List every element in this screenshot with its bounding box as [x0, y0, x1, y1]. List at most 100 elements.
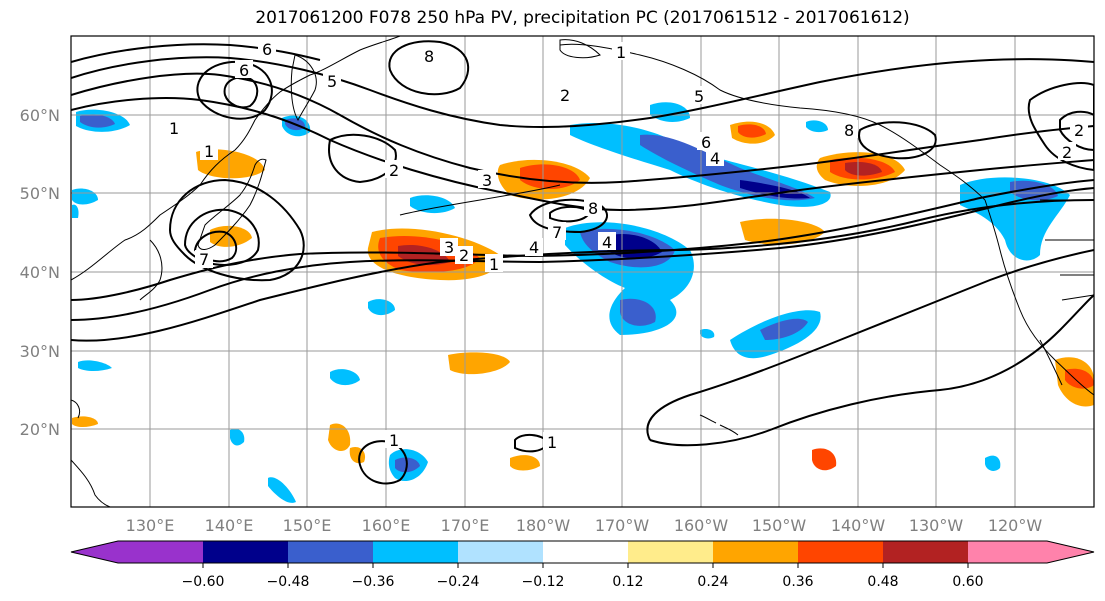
lon-label: 140°W — [831, 516, 886, 535]
contour-label: 8 — [844, 121, 854, 140]
pv-contour — [858, 121, 937, 160]
contour-label: 1 — [489, 255, 499, 274]
precip-patch — [738, 124, 766, 138]
precip-patch — [330, 369, 360, 386]
pv-contour — [71, 72, 1094, 184]
coastline-asia — [71, 36, 401, 281]
lon-label: 160°W — [674, 516, 729, 535]
precip-patch — [268, 477, 296, 503]
colorbar-tick-label: 0.60 — [952, 574, 983, 590]
colorbar-swatch — [458, 541, 543, 563]
lon-label: 170°E — [441, 516, 490, 535]
precip-patch — [740, 218, 825, 245]
colorbar-tick-label: −0.60 — [182, 574, 225, 590]
latitude-labels: 60°N 50°N 40°N 30°N 20°N — [20, 106, 60, 439]
contour-label: 3 — [444, 238, 454, 257]
pv-contour — [646, 249, 1094, 441]
contour-label: 8 — [588, 199, 598, 218]
coastline-na-west — [984, 199, 1094, 396]
lon-label: 170°W — [595, 516, 650, 535]
contour-label: 2 — [1062, 143, 1072, 162]
contour-label: 1 — [204, 142, 214, 161]
precip-patch — [410, 195, 455, 214]
coastline-philippines — [71, 459, 111, 507]
pv-contour — [196, 60, 273, 120]
pv-contour — [358, 440, 408, 485]
contour-label: 8 — [424, 47, 434, 66]
pv-contour — [193, 230, 238, 263]
precip-patch — [845, 162, 882, 176]
lat-label: 40°N — [20, 263, 60, 282]
precip-patch — [78, 360, 112, 371]
contour-label: 1 — [616, 43, 626, 62]
contour-label: 6 — [701, 133, 711, 152]
colorbar-tick-label: −0.12 — [522, 574, 565, 590]
coastline-taiwan — [71, 399, 81, 419]
lon-label: 140°E — [205, 516, 254, 535]
lon-label: 130°W — [909, 516, 964, 535]
contour-label: 2 — [1074, 121, 1084, 140]
contour-label: 1 — [389, 431, 399, 450]
precip-patch — [700, 328, 715, 339]
lat-label: 30°N — [20, 342, 60, 361]
figure-title: 2017061200 F078 250 hPa PV, precipitatio… — [255, 8, 910, 28]
lon-label: 150°E — [283, 516, 332, 535]
colorbar-tick-label: −0.36 — [352, 574, 395, 590]
precip-patch — [985, 455, 1001, 471]
lat-label: 20°N — [20, 420, 60, 439]
colorbar-swatch — [628, 541, 713, 563]
contour-label: 2 — [459, 246, 469, 265]
coastline-japan — [197, 158, 267, 250]
colorbar-swatch — [543, 541, 628, 563]
pv-contour — [223, 76, 259, 109]
coastline-hawaii — [699, 414, 739, 436]
longitude-labels: 130°E 140°E 150°E 160°E 170°E 180°W 170°… — [126, 516, 1043, 535]
colorbar-tick-label: −0.24 — [437, 574, 480, 590]
map-content: 6 5 2 1 8 7 4 3 2 1 2 6 4 8 3 2 1 6 5 4 … — [71, 36, 1094, 507]
precip-patch — [230, 428, 245, 446]
precip-patch — [740, 180, 810, 199]
lon-label: 180°W — [516, 516, 571, 535]
pv-contour — [71, 199, 1094, 342]
contour-label: 3 — [482, 171, 492, 190]
precip-patch — [368, 299, 395, 316]
precip-patch — [328, 423, 351, 452]
coastline-aleutians — [399, 184, 561, 216]
contour-labels: 6 5 2 1 8 7 4 3 2 1 2 6 4 8 3 2 1 6 5 4 … — [165, 40, 1088, 452]
pv-contour — [71, 187, 1094, 321]
contour-label: 4 — [710, 149, 720, 168]
lon-label: 150°W — [752, 516, 807, 535]
precip-patch — [80, 114, 115, 128]
colorbar: −0.60 −0.48 −0.36 −0.24 −0.12 0.12 0.24 … — [70, 540, 1095, 590]
coastline-arctic-island — [559, 39, 601, 59]
coastline-baja — [1039, 339, 1063, 386]
lon-label: 160°E — [362, 516, 411, 535]
colorbar-outline — [70, 540, 1095, 564]
lon-label: 120°W — [988, 516, 1043, 535]
contour-label: 7 — [552, 223, 562, 242]
pv-contour — [71, 97, 1094, 212]
precip-patch — [760, 318, 808, 340]
precip-patch — [72, 416, 98, 427]
contour-label: 7 — [199, 250, 209, 269]
coastline-korea — [139, 239, 163, 301]
pv-contour — [388, 40, 470, 96]
colorbar-swatch — [968, 541, 1047, 563]
contour-label: 4 — [602, 233, 612, 252]
colorbar-tick-label: −0.48 — [267, 574, 310, 590]
colorbar-swatch — [798, 541, 883, 563]
pv-contours — [71, 40, 1094, 485]
precip-patch — [640, 134, 815, 201]
precip-patch — [448, 352, 510, 375]
pv-contour — [1059, 110, 1094, 152]
lat-label: 50°N — [20, 184, 60, 203]
contour-label: 6 — [239, 61, 249, 80]
lon-label: 130°E — [126, 516, 175, 535]
contour-label: 5 — [327, 72, 337, 91]
pv-contour — [1027, 82, 1094, 172]
precip-patch — [72, 188, 98, 205]
pv-contour — [71, 56, 1094, 129]
pv-contour — [71, 43, 321, 63]
colorbar-extend-min — [71, 541, 118, 563]
